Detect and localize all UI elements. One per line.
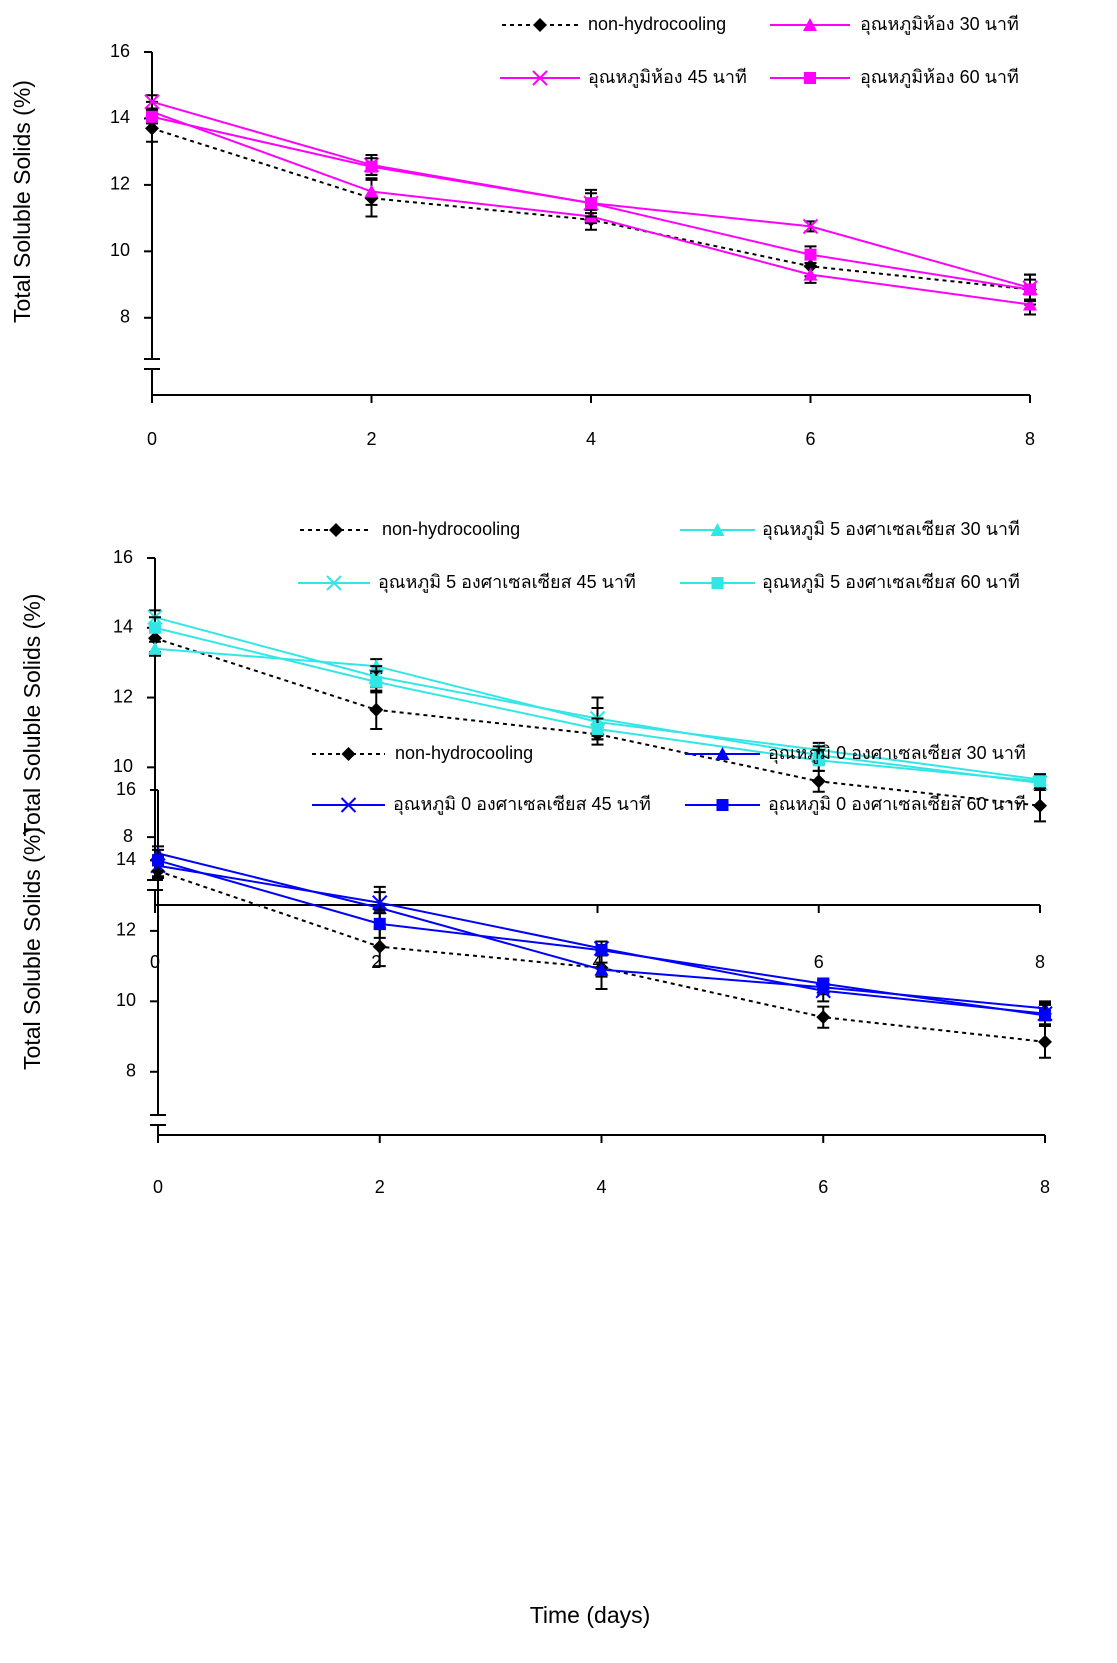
series-line	[154, 637, 1041, 807]
y-axis-label: Total Soluble Solids (%)	[19, 827, 45, 1070]
legend-label: อุณหภูมิ 0 องศาเซลเซียส 30 นาที	[768, 743, 1026, 764]
y-tick-label: 8	[120, 307, 130, 327]
x-tick-label: 8	[1040, 1177, 1050, 1197]
y-tick-label: 8	[123, 826, 133, 846]
marker	[369, 702, 384, 717]
x-tick-label: 6	[818, 1177, 828, 1197]
legend-label: อุณหภูมิ 0 องศาเซลเซียส 45 นาที	[393, 794, 651, 815]
marker	[1038, 1034, 1052, 1049]
y-tick-label: 16	[113, 547, 133, 567]
y-tick-label: 16	[110, 41, 130, 61]
marker	[372, 939, 387, 954]
marker	[365, 160, 378, 173]
marker	[803, 267, 818, 281]
marker	[1039, 1009, 1051, 1022]
x-tick-label: 0	[153, 1177, 163, 1197]
marker	[373, 917, 386, 930]
x-tick-label: 4	[586, 429, 596, 449]
legend-label: อุณหภูมิ 0 องศาเซลเซียส 60 นาที	[768, 794, 1026, 815]
x-axis-label: Time (days)	[530, 1602, 651, 1628]
y-tick-label: 10	[113, 756, 133, 776]
x-tick-label: 6	[814, 952, 824, 972]
legend-label: อุณหภูมิ 5 องศาเซลเซียส 45 นาที	[378, 572, 636, 593]
legend-label: อุณหภูมิ 5 องศาเซลเซียส 60 นาที	[762, 572, 1020, 593]
y-tick-label: 14	[116, 849, 136, 869]
marker	[804, 248, 817, 261]
y-tick-label: 12	[113, 686, 133, 706]
legend-marker	[803, 18, 817, 31]
legend-marker	[711, 577, 724, 589]
legend-marker	[710, 523, 725, 536]
y-tick-label: 10	[110, 240, 130, 260]
marker	[372, 895, 388, 911]
y-axis-label: Total Soluble Solids (%)	[9, 80, 35, 323]
marker	[594, 962, 609, 976]
marker	[595, 944, 608, 957]
legend-label: อุณหภูมิห้อง 60 นาที	[860, 67, 1019, 88]
legend-marker	[532, 70, 548, 86]
y-tick-label: 14	[110, 107, 130, 127]
y-tick-label: 10	[116, 990, 136, 1010]
marker	[816, 1010, 831, 1025]
x-tick-label: 4	[596, 1177, 606, 1197]
legend-marker	[715, 747, 730, 760]
legend-marker	[329, 523, 343, 537]
legend-marker	[804, 72, 816, 84]
marker	[146, 110, 158, 123]
series-line	[157, 859, 1046, 1017]
x-tick-label: 0	[150, 952, 160, 972]
legend-label: อุณหภูมิห้อง 45 นาที	[588, 67, 747, 88]
marker	[1023, 297, 1037, 311]
y-tick-label: 12	[110, 174, 130, 194]
marker	[1033, 798, 1047, 813]
marker	[1034, 775, 1046, 788]
y-axis-label: Total Soluble Solids (%)	[19, 594, 45, 837]
legend-marker	[716, 799, 729, 811]
marker	[149, 621, 161, 634]
legend-label: อุณหภูมิ 5 องศาเซลเซียส 30 นาที	[762, 519, 1020, 540]
x-tick-label: 2	[371, 952, 381, 972]
marker	[364, 184, 379, 198]
legend-label: non-hydrocooling	[395, 743, 533, 763]
x-tick-label: 2	[366, 429, 376, 449]
y-tick-label: 12	[116, 920, 136, 940]
marker	[591, 722, 604, 735]
marker	[152, 854, 164, 867]
marker	[585, 197, 597, 210]
marker	[145, 121, 159, 136]
legend-marker	[326, 575, 342, 591]
legend-label: non-hydrocooling	[588, 14, 726, 34]
y-tick-label: 16	[116, 779, 136, 799]
x-tick-label: 0	[147, 429, 157, 449]
x-tick-label: 2	[375, 1177, 385, 1197]
marker	[144, 94, 160, 110]
y-tick-label: 8	[126, 1061, 136, 1081]
marker	[802, 218, 819, 235]
series-line	[157, 864, 1046, 1015]
marker	[812, 754, 825, 767]
x-tick-label: 6	[805, 429, 815, 449]
legend-marker	[341, 747, 356, 761]
x-tick-label: 8	[1035, 952, 1045, 972]
marker	[148, 641, 162, 655]
y-tick-label: 14	[113, 617, 133, 637]
marker	[811, 774, 826, 789]
marker	[370, 675, 383, 688]
legend-label: non-hydrocooling	[382, 519, 520, 539]
marker	[817, 977, 830, 990]
x-tick-label: 8	[1025, 429, 1035, 449]
marker	[1024, 283, 1036, 296]
legend-marker	[340, 797, 357, 813]
legend-marker	[533, 18, 547, 32]
legend-label: อุณหภูมิห้อง 30 นาที	[860, 14, 1019, 35]
